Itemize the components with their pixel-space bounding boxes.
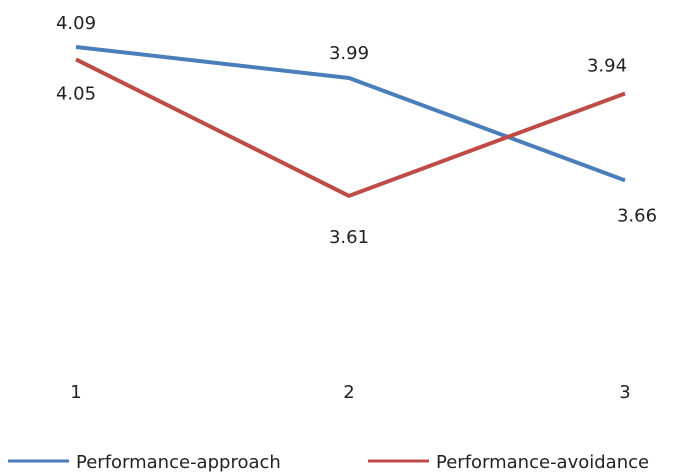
data-label-s1-3: 3.66 <box>617 205 657 226</box>
series-line-2 <box>75 57 626 198</box>
x-tick-label-1: 1 <box>70 382 81 403</box>
x-tick-label-2: 2 <box>343 382 354 403</box>
data-label-s1-2: 3.99 <box>329 43 369 64</box>
x-tick-label-3: 3 <box>619 382 630 403</box>
data-label-s2-1: 4.05 <box>56 83 96 104</box>
data-label-s2-3: 3.94 <box>587 56 627 77</box>
legend-label-2: Performance-avoidance <box>436 452 649 473</box>
legend-label-1: Performance-approach <box>76 452 281 473</box>
data-label-s1-1: 4.09 <box>56 13 96 34</box>
data-label-s2-2: 3.61 <box>329 227 369 248</box>
series-line-1 <box>75 45 626 183</box>
